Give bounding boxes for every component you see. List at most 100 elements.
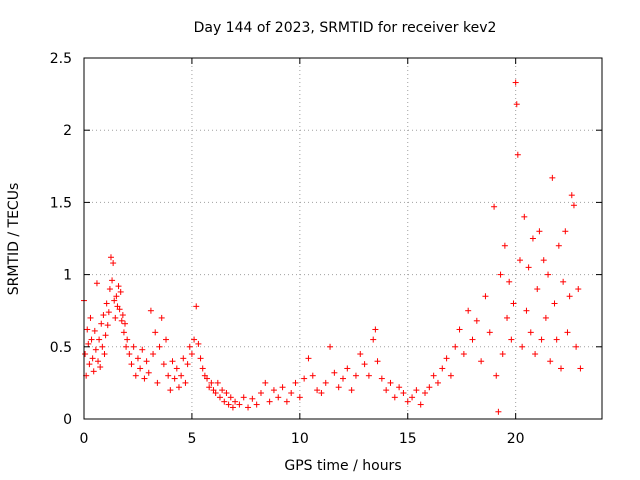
data-point [439,365,446,372]
data-point [527,329,534,336]
data-point [103,300,110,307]
data-point [130,343,137,350]
data-point [175,384,182,391]
data-point [374,358,381,365]
data-point [497,271,504,278]
data-point [460,351,467,358]
data-point [232,398,239,405]
data-point [370,336,377,343]
data-point [443,355,450,362]
data-point [180,355,187,362]
chart-title: Day 144 of 2023, SRMTID for receiver kev… [194,20,497,36]
data-point [549,174,556,181]
y-tick-label: 0 [63,412,72,428]
data-point [391,394,398,401]
data-point [158,314,165,321]
data-point [95,358,102,365]
data-point [512,79,519,86]
data-point [113,293,120,300]
data-point [120,329,127,336]
data-point [90,368,97,375]
data-point [229,404,236,411]
data-point [184,361,191,368]
data-point [191,336,198,343]
data-point [504,314,511,321]
data-point [314,387,321,394]
data-point [456,326,463,333]
data-point [532,351,539,358]
data-point [562,228,569,235]
data-point [318,390,325,397]
data-point [266,398,273,405]
data-point [327,343,334,350]
data-point [301,375,308,382]
data-point [178,372,185,379]
data-point [409,394,416,401]
axis-tick-labels: 0 5 10 15 20 0 0.5 1 1.5 2 2.5 [50,51,525,447]
data-point [111,297,118,304]
data-point [124,336,131,343]
x-tick-label: 15 [399,431,417,447]
data-point [227,394,234,401]
data-point [417,401,424,408]
grid [84,58,602,419]
data-point [387,379,394,386]
data-point [545,271,552,278]
data-point [101,351,108,358]
data-point [536,228,543,235]
data-point [560,278,567,285]
data-point [469,336,476,343]
data-point [309,372,316,379]
data-point [564,329,571,336]
x-tick-label: 20 [507,431,525,447]
data-point [221,398,228,405]
data-point [97,364,104,371]
data-point [357,351,364,358]
data-point [110,260,117,267]
data-point [473,317,480,324]
data-point [426,384,433,391]
data-point [93,280,100,287]
data-point [169,358,176,365]
data-point [82,351,89,358]
data-point [577,365,584,372]
data-point [566,293,573,300]
data-point [292,379,299,386]
data-point [538,336,545,343]
data-point [568,192,575,199]
data-point [147,307,154,314]
data-point [163,336,170,343]
data-point [570,202,577,209]
data-point [372,326,379,333]
data-point [513,101,520,108]
data-point [139,346,146,353]
data-point [508,336,515,343]
data-point [525,264,532,271]
data-point [145,369,152,376]
data-point [534,286,541,293]
data-point [553,336,560,343]
x-tick-label: 5 [187,431,196,447]
data-point [126,351,133,358]
data-point [516,257,523,264]
data-point [88,336,95,343]
data-point [100,312,107,319]
data-point [413,387,420,394]
data-point [542,314,549,321]
data-point [493,372,500,379]
data-point [335,384,342,391]
data-point [197,355,204,362]
data-point [112,314,119,321]
data-point [137,365,144,372]
data-point [575,286,582,293]
data-point [557,365,564,372]
y-tick-label: 0.5 [50,340,72,356]
data-point [193,303,200,310]
data-point [98,320,105,327]
data-point [204,375,211,382]
data-point [156,343,163,350]
data-point [519,343,526,350]
data-point [165,372,172,379]
data-point [270,387,277,394]
data-point [96,336,103,343]
